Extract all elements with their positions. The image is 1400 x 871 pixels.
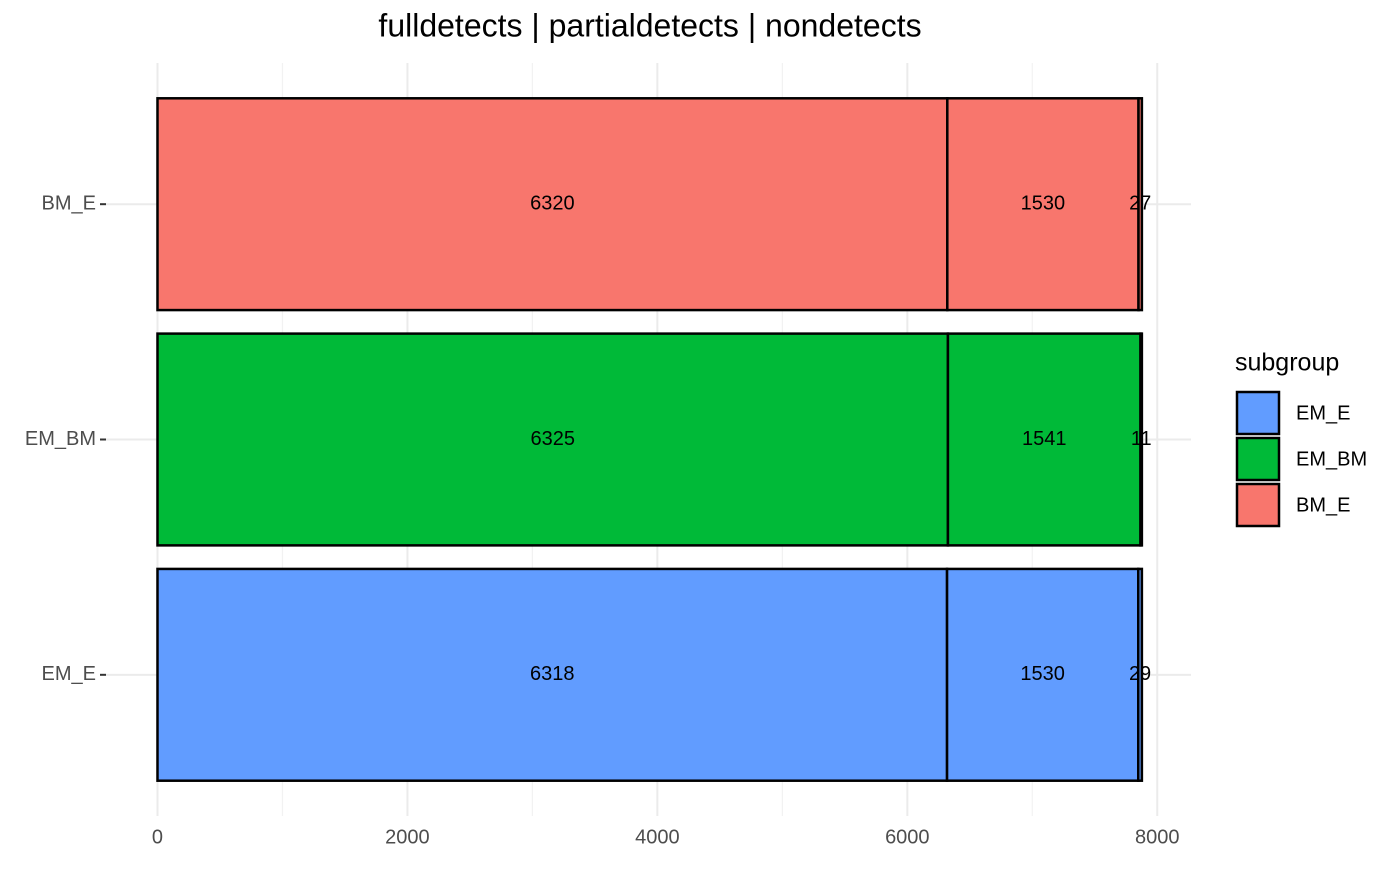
data-label: 27 (1129, 192, 1151, 214)
legend-key (1235, 436, 1281, 482)
legend-title: subgroup (1235, 349, 1339, 377)
chart-title: fulldetects | partialdetects | nondetect… (378, 7, 921, 43)
bar-segment (156, 567, 949, 782)
bar-segment (1139, 332, 1144, 547)
data-label: 6325 (530, 428, 575, 450)
data-label: 11 (1131, 428, 1152, 450)
bar-segment (1137, 97, 1144, 312)
data-label: 1530 (1020, 663, 1065, 685)
bar-segment (946, 332, 1142, 547)
x-tick-label: 4000 (635, 826, 680, 848)
bar-segment (1137, 567, 1144, 782)
x-tick-label: 2000 (385, 826, 430, 848)
y-tick-label: EM_BM (25, 428, 96, 450)
legend-label: BM_E (1296, 494, 1350, 516)
data-label: 29 (1129, 663, 1151, 685)
data-label: 1541 (1022, 428, 1067, 450)
y-tick-label: BM_E (42, 192, 96, 214)
bar-segment (946, 97, 1140, 312)
bar-segment (156, 332, 950, 547)
x-tick-label: 0 (152, 826, 163, 848)
y-tick-label: EM_E (42, 663, 96, 685)
bar-segment (156, 97, 949, 312)
x-tick-label: 6000 (885, 826, 930, 848)
legend-label: EM_E (1296, 402, 1350, 424)
data-label: 6320 (530, 192, 575, 214)
x-tick-label: 8000 (1135, 826, 1180, 848)
data-label: 1530 (1021, 192, 1066, 214)
bar-segment (945, 567, 1140, 782)
data-label: 6318 (530, 663, 575, 685)
legend-label: EM_BM (1296, 448, 1367, 470)
legend-key (1235, 482, 1281, 528)
legend-key (1235, 390, 1281, 436)
